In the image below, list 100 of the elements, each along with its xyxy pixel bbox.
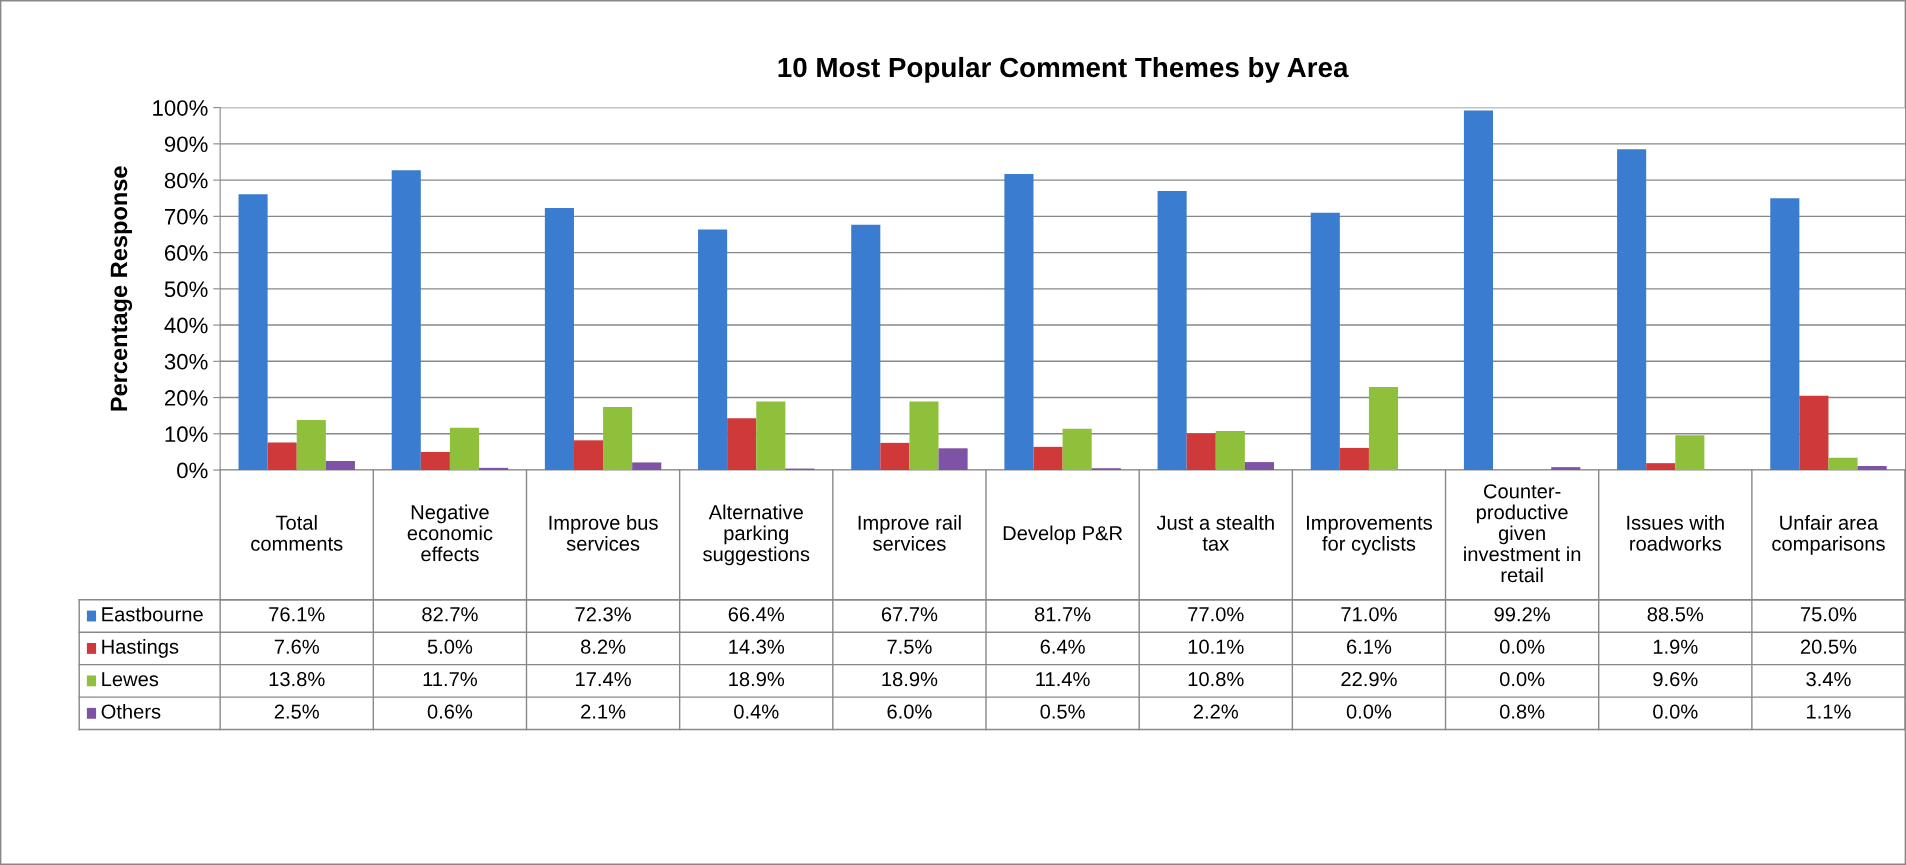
bar (1617, 149, 1647, 471)
data-label: 0.4% (734, 704, 779, 719)
y-tick-label: 90% (164, 136, 208, 153)
data-label: 13.8% (269, 672, 325, 687)
data-label: 81.7% (1034, 607, 1091, 622)
data-label: 1.1% (1807, 704, 1851, 719)
bar (851, 224, 881, 471)
data-label: 0.0% (1346, 704, 1392, 719)
bar (698, 229, 728, 471)
data-label: 75.0% (1800, 607, 1857, 622)
x-tick-label: Just a stealth tax (1156, 515, 1274, 551)
bar (727, 418, 757, 471)
bar (1368, 387, 1399, 471)
data-label: 18.9% (729, 672, 785, 687)
x-tick-label: Improve rail services (858, 515, 961, 551)
data-label: 11.7% (423, 672, 477, 687)
bar (449, 427, 480, 471)
bar (1004, 173, 1034, 471)
bar (632, 462, 662, 471)
data-label: 72.3% (575, 607, 631, 622)
y-tick-label: 70% (165, 208, 208, 225)
bar (1799, 395, 1829, 471)
data-label: 0.5% (1040, 704, 1085, 719)
data-label: 10.1% (1188, 639, 1244, 654)
bar (1675, 435, 1705, 471)
data-label: 17.4% (576, 672, 631, 687)
data-label: 7.5% (887, 639, 932, 654)
bar (1339, 447, 1369, 471)
x-tick-label: Alternative parking suggestions (703, 504, 810, 566)
data-label: 9.6% (1653, 672, 1698, 687)
bar (1244, 462, 1274, 471)
data-label: 2.2% (1193, 704, 1238, 719)
data-label: 6.1% (1347, 639, 1392, 654)
data-label: 11.4% (1036, 672, 1090, 687)
y-tick-label: 100% (153, 100, 208, 116)
bar (479, 467, 509, 471)
legend-label: Eastbourne (102, 606, 203, 622)
data-label: 20.5% (1800, 639, 1857, 654)
data-label: 18.9% (882, 672, 938, 687)
y-tick-label: 60% (164, 245, 208, 261)
bar (267, 442, 297, 471)
bar (1770, 198, 1800, 471)
data-label: 7.6% (274, 639, 319, 654)
data-label: 0.0% (1499, 639, 1545, 654)
data-label: 22.9% (1341, 672, 1397, 687)
bar (296, 420, 326, 471)
y-tick-label: 80% (164, 172, 208, 189)
data-label: 0.0% (1653, 704, 1698, 719)
chart-title: 10 Most Popular Comment Themes by Area (778, 56, 1349, 83)
bar (1033, 446, 1063, 471)
x-tick-label: Develop P&R (1003, 525, 1123, 545)
bar (1551, 467, 1581, 471)
y-tick-label: 10% (165, 426, 208, 443)
data-label: 2.1% (581, 704, 626, 719)
data-label: 67.7% (881, 607, 938, 622)
bar (544, 208, 574, 471)
y-tick-label: 40% (164, 317, 208, 334)
data-label: 0.6% (427, 704, 473, 719)
x-tick-label: Total comments (251, 515, 343, 551)
data-label: 8.2% (581, 639, 626, 654)
bar (1857, 466, 1887, 471)
bar (325, 460, 355, 471)
bar (756, 401, 786, 471)
bar (1157, 190, 1187, 471)
data-label: 77.0% (1188, 607, 1244, 622)
data-label: 14.3% (729, 639, 785, 654)
data-label: 88.5% (1647, 607, 1704, 622)
x-tick-label: Unfair area comparisons (1772, 515, 1885, 555)
bar (880, 442, 910, 471)
bar (1463, 110, 1494, 471)
data-label: 82.7% (422, 607, 478, 622)
legend-label: Hastings (102, 639, 179, 658)
bar (603, 406, 633, 471)
y-tick-label: 20% (164, 390, 208, 406)
bar (238, 194, 268, 471)
x-tick-label: Negative economic effects (407, 504, 493, 562)
bar (573, 440, 604, 471)
data-label: 99.2% (1494, 607, 1550, 622)
data-label: 2.5% (274, 704, 319, 719)
y-axis-title: Percentage Response (110, 166, 133, 411)
data-label: 10.8% (1188, 672, 1244, 687)
x-tick-label: Improvements for cyclists (1307, 515, 1433, 555)
data-label: 3.4% (1806, 672, 1851, 687)
data-label: 5.0% (427, 639, 473, 654)
bar (909, 401, 939, 471)
x-tick-label: Counter- productive given investment in retail (1464, 484, 1581, 583)
data-label: 66.4% (728, 607, 785, 622)
data-label: 71.0% (1341, 607, 1397, 622)
bar (1215, 430, 1245, 471)
bar (1310, 212, 1340, 471)
y-tick-label: 30% (164, 353, 208, 370)
legend-label: Others (101, 703, 161, 719)
data-label: 6.4% (1040, 639, 1085, 654)
data-label: 0.0% (1499, 672, 1545, 687)
y-tick-label: 50% (164, 281, 208, 298)
data-label: 1.9% (1653, 639, 1698, 654)
bar (1062, 428, 1092, 471)
x-tick-label: Improve bus services (549, 515, 658, 551)
bar (1186, 433, 1216, 471)
data-label: 6.0% (887, 704, 932, 719)
